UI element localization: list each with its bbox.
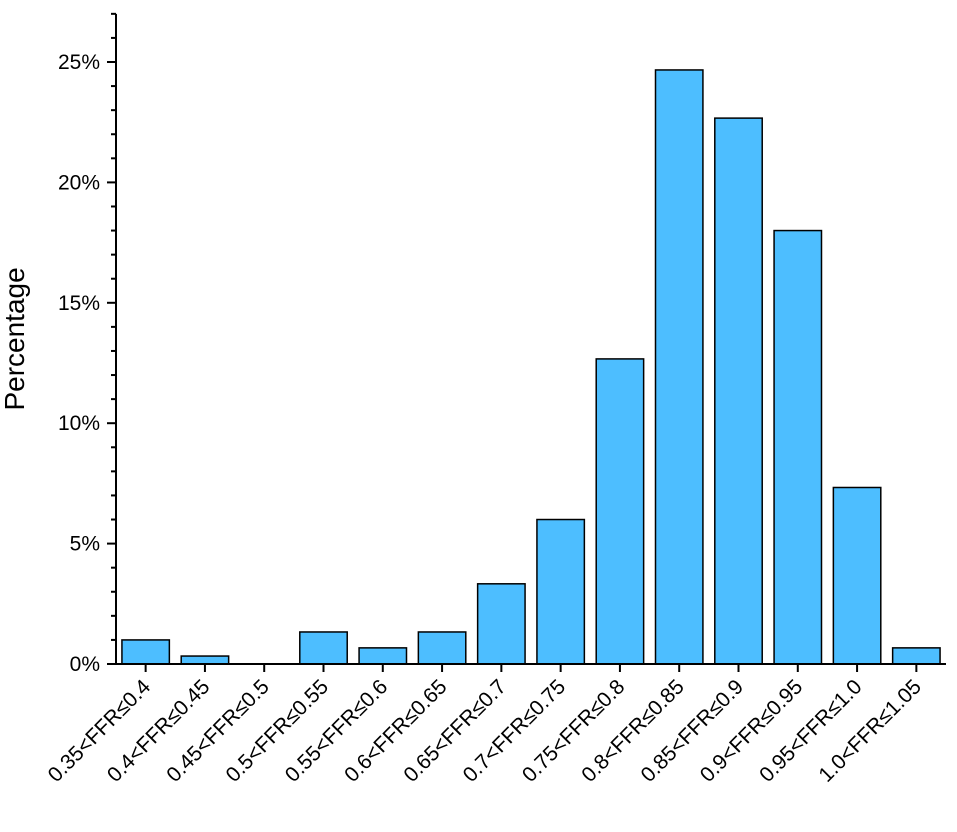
x-tick-label: 0.35<FFR≤0.4 [44,675,156,787]
y-axis-title: Percentage [0,267,30,410]
x-tick-label: 0.6<FFR≤0.65 [340,675,452,787]
y-tick-label: 0% [70,653,100,676]
x-axis: 0.35<FFR≤0.40.4<FFR≤0.450.45<FFR≤0.50.5<… [44,663,946,787]
x-tick-label: 0.95<FFR≤1.0 [755,675,867,787]
bar [595,358,645,665]
y-axis: 0% 5% 10% 15% 20% 25% [58,12,117,676]
x-tick-label: 0.7<FFR≤0.75 [459,675,571,787]
x-ticks: 0.35<FFR≤0.40.4<FFR≤0.450.45<FFR≤0.50.5<… [44,664,926,787]
x-tick-label: 0.5<FFR≤0.55 [222,675,334,787]
bar [891,647,941,665]
y-tick-label: 20% [58,171,100,194]
x-tick-label: 0.75<FFR≤0.8 [518,675,630,787]
bar [654,69,704,665]
bar [358,647,408,665]
bar [773,229,823,665]
bar [299,631,348,665]
bar [417,631,467,665]
x-tick-label: 0.9<FFR≤0.95 [696,675,808,787]
bar [476,583,526,665]
bar [536,518,586,665]
bar [121,639,171,665]
x-tick-label: 0.8<FFR≤0.85 [577,675,689,787]
bars-group [121,69,941,665]
y-ticks: 0% 5% 10% 15% 20% 25% [58,12,116,676]
x-tick-label: 0.65<FFR≤0.7 [399,675,511,787]
x-tick-label: 1.0<FFR≤1.05 [814,675,926,787]
y-tick-label: 10% [58,412,100,435]
x-tick-label: 0.45<FFR≤0.5 [162,675,274,787]
y-tick-label: 5% [70,533,100,556]
bar [180,655,230,665]
y-tick-label: 15% [58,292,100,315]
x-tick-label: 0.55<FFR≤0.6 [281,675,393,787]
x-tick-label: 0.85<FFR≤0.9 [637,675,749,787]
y-tick-label: 25% [58,51,100,74]
bar [714,117,763,665]
x-tick-label: 0.4<FFR≤0.45 [103,675,215,787]
bar [832,486,882,665]
